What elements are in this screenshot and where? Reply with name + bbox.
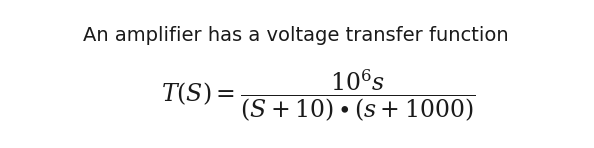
Text: An amplifier has a voltage transfer function: An amplifier has a voltage transfer func…: [83, 26, 508, 45]
Text: $T(S) = \dfrac{10^6 s}{(S+10)\bullet(s+1000)}$: $T(S) = \dfrac{10^6 s}{(S+10)\bullet(s+1…: [161, 67, 476, 123]
